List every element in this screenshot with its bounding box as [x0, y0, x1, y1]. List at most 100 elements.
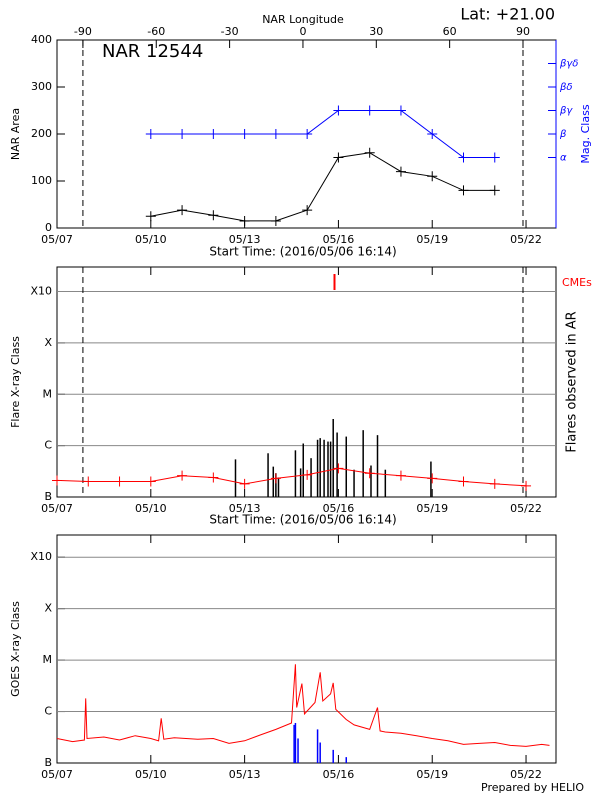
point-marker: [270, 129, 281, 139]
x-tick-label: 05/13: [229, 502, 261, 515]
point-marker: [395, 470, 406, 481]
panel-title: NAR 12544: [102, 41, 203, 62]
point-marker: [177, 129, 188, 139]
y-axis-label: NAR Area: [9, 108, 22, 160]
y-tick-label: 300: [31, 80, 52, 93]
y-tick-label: X: [44, 336, 52, 349]
y-tick-label: M: [43, 653, 53, 666]
point-marker: [83, 476, 94, 487]
point-marker: [364, 147, 375, 158]
point-marker: [208, 472, 219, 483]
x2-tick-label: 90: [516, 25, 530, 38]
y2-tick-label: β: [559, 129, 567, 140]
x-tick-label: 05/10: [135, 768, 167, 781]
point-marker: [427, 473, 438, 484]
y-tick-label: 100: [31, 174, 52, 187]
x-tick-label: 05/13: [229, 768, 261, 781]
x-tick-label: 05/07: [41, 768, 73, 781]
point-marker: [395, 166, 406, 177]
point-marker: [302, 469, 313, 480]
point-marker: [145, 129, 156, 139]
x-tick-label: 05/07: [41, 233, 73, 246]
y-tick-label: X10: [30, 285, 52, 298]
legend-entry: CMEs: [562, 276, 592, 289]
point-marker: [239, 215, 250, 226]
footer: Prepared by HELIO: [481, 781, 584, 794]
x-tick-label: 05/19: [416, 768, 448, 781]
y-axis-label: Flare X-ray Class: [9, 336, 22, 428]
series-line: [150, 110, 495, 158]
point-marker: [208, 210, 219, 221]
top-axis-label: NAR Longitude: [262, 13, 344, 26]
y-tick-label: C: [44, 705, 52, 718]
series-line: [56, 467, 527, 487]
point-marker: [427, 171, 438, 182]
point-marker: [177, 205, 188, 216]
point-marker: [458, 185, 469, 196]
point-marker: [489, 478, 500, 489]
point-marker: [427, 129, 438, 139]
y2-tick-label: βγ: [559, 106, 573, 117]
point-marker: [458, 476, 469, 487]
x2-tick-label: -30: [221, 25, 239, 38]
x2-tick-label: -90: [74, 25, 92, 38]
y-tick-label: M: [43, 387, 53, 400]
point-marker: [333, 152, 344, 163]
point-marker: [208, 129, 219, 139]
y-tick-label: X10: [30, 550, 52, 563]
x-tick-label: 05/07: [41, 502, 73, 515]
point-marker: [489, 185, 500, 196]
x-tick-label: 05/13: [229, 233, 261, 246]
point-marker: [458, 152, 469, 163]
x-tick-label: 05/16: [323, 233, 355, 246]
plot-frame: [56, 534, 557, 764]
y2-tick-label: βγδ: [559, 59, 578, 70]
series-line: [150, 152, 495, 222]
x2-tick-label: 0: [299, 25, 306, 38]
point-marker: [364, 105, 375, 116]
y-tick-label: X: [44, 602, 52, 615]
point-marker: [489, 152, 500, 163]
point-marker: [364, 468, 375, 479]
x2-tick-label: -60: [147, 25, 165, 38]
y2-axis-label: Mag. Class: [579, 104, 592, 163]
point-marker: [177, 470, 188, 481]
x-tick-label: 05/22: [510, 768, 542, 781]
x-tick-label: 05/19: [416, 233, 448, 246]
y-tick-label: B: [44, 490, 52, 503]
y-axis-label: GOES X-ray Class: [9, 601, 22, 697]
x-tick-label: 05/19: [416, 502, 448, 515]
point-marker: [333, 105, 344, 116]
point-marker: [270, 473, 281, 484]
point-marker: [302, 205, 313, 216]
x2-tick-label: 60: [443, 25, 457, 38]
x-tick-label: 05/22: [510, 502, 542, 515]
x-tick-label: 05/10: [135, 233, 167, 246]
point-marker: [52, 475, 62, 486]
y2-tick-label: α: [560, 153, 567, 164]
point-marker: [145, 211, 156, 222]
x-axis-label: Start Time: (2016/05/06 16:14): [209, 245, 396, 259]
x-tick-label: 05/10: [135, 502, 167, 515]
x-tick-label: 05/22: [510, 233, 542, 246]
x2-tick-label: 30: [369, 25, 383, 38]
point-marker: [239, 129, 250, 139]
y2-tick-label: βδ: [559, 82, 573, 93]
y-tick-label: C: [44, 439, 52, 452]
point-marker: [239, 478, 250, 489]
plot-frame: [56, 266, 557, 498]
y2-axis-label: Flares observed in AR: [565, 311, 580, 452]
point-marker: [270, 215, 281, 226]
x-tick-label: 05/16: [323, 768, 355, 781]
series-line: [56, 664, 550, 747]
point-marker: [145, 476, 156, 487]
point-marker: [521, 480, 532, 491]
point-marker: [395, 105, 406, 116]
y-tick-label: 400: [31, 33, 52, 46]
y-tick-label: 0: [45, 221, 52, 234]
point-marker: [114, 476, 125, 487]
y-tick-label: 200: [31, 127, 52, 140]
point-marker: [302, 129, 313, 139]
x-axis-label: Start Time: (2016/05/06 16:14): [209, 513, 396, 527]
